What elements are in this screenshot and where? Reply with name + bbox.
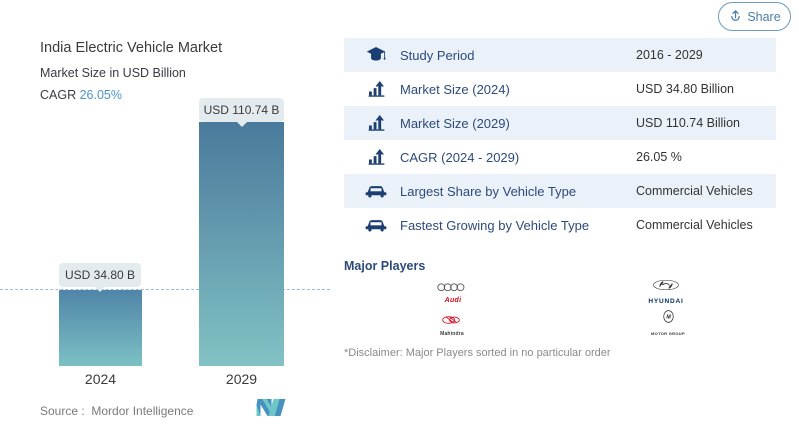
svg-text:M: M	[666, 314, 671, 320]
